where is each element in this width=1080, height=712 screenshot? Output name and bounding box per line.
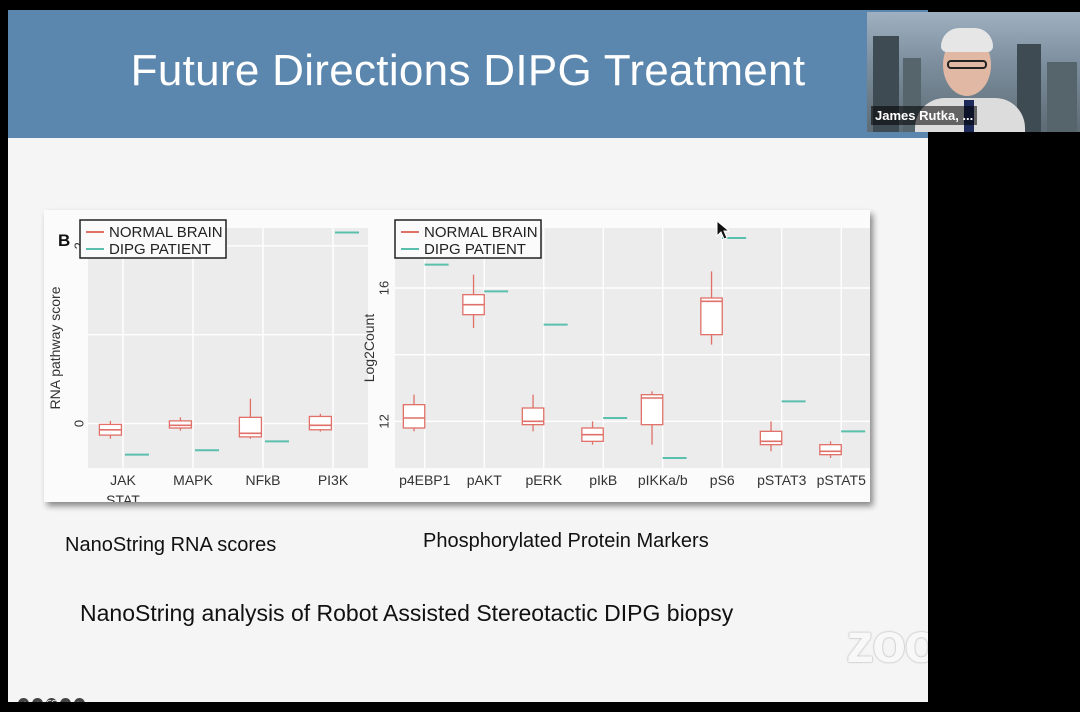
- legend-box: [79, 219, 227, 259]
- participant-hair: [941, 28, 993, 52]
- x-tick-label: JAK: [110, 472, 136, 488]
- more-icon[interactable]: ⋯: [60, 698, 71, 702]
- y-axis-label: Log2Count: [361, 314, 377, 383]
- box-normal-brain: [238, 416, 263, 438]
- x-tick-label: STAT: [106, 492, 140, 502]
- box-normal-brain: [168, 420, 193, 429]
- x-tick-label: pSTAT3: [757, 472, 806, 488]
- x-tick-label: PI3K: [318, 472, 349, 488]
- x-tick-label: pIkB: [589, 472, 617, 488]
- caption-protein-markers: Phosphorylated Protein Markers: [423, 530, 709, 552]
- participant-glasses: [947, 60, 987, 69]
- x-tick-label: pERK: [525, 472, 562, 488]
- legend-label: NORMAL BRAIN: [109, 224, 223, 241]
- box-normal-brain: [308, 415, 333, 431]
- legend-label: NORMAL BRAIN: [424, 224, 538, 241]
- y-tick-label: 16: [376, 281, 391, 295]
- plot-panel-background: [88, 228, 368, 468]
- y-axis-label: RNA pathway score: [47, 286, 63, 409]
- x-tick-label: pS6: [710, 472, 735, 488]
- box-normal-brain: [402, 404, 426, 429]
- presentation-slide: Future Directions DIPG Treatment 0 2 RNA p…: [8, 10, 928, 702]
- back-icon[interactable]: ◂: [18, 698, 29, 702]
- forward-icon[interactable]: ▸: [74, 698, 85, 702]
- x-tick-label: pAKT: [467, 472, 502, 488]
- pointer-icon[interactable]: ▴: [32, 698, 43, 702]
- slide-title: Future Directions DIPG Treatment: [130, 46, 806, 95]
- captions-icon[interactable]: CC: [46, 698, 57, 702]
- caption-rna-scores: NanoString RNA scores: [65, 534, 277, 556]
- caption-analysis: NanoString analysis of Robot Assisted St…: [80, 600, 734, 626]
- legend-label: DIPG PATIENT: [424, 241, 526, 258]
- x-tick-label: NFkB: [246, 472, 281, 488]
- box-normal-brain: [819, 444, 842, 456]
- box-normal-brain: [700, 297, 723, 336]
- box-plot-figure: 0 2 RNA pathway score JAK STAT MAPK NFkB PI3K NO…: [47, 219, 870, 502]
- x-tick-label: pSTAT5: [817, 472, 866, 488]
- zoom-watermark: zoom: [846, 611, 928, 674]
- y-tick-label: 2: [71, 242, 86, 249]
- box-normal-brain: [759, 430, 783, 446]
- y-tick-label: 12: [376, 414, 391, 428]
- mouse-cursor-icon: [716, 220, 730, 240]
- slide-controls: ◂ ▴ CC ⋯ ▸: [18, 698, 85, 702]
- box-normal-brain: [521, 407, 545, 426]
- legend-box: [394, 219, 542, 259]
- box-normal-brain: [640, 394, 664, 426]
- webcam-video-tile[interactable]: James Rutka, ...: [867, 12, 1080, 132]
- figure-panel: 0 2 RNA pathway score JAK STAT MAPK NFkB PI3K NO…: [44, 210, 870, 502]
- x-tick-label: MAPK: [173, 472, 213, 488]
- legend-label: DIPG PATIENT: [109, 241, 211, 258]
- participant-name-label: James Rutka, ...: [871, 106, 978, 125]
- title-banner: Future Directions DIPG Treatment: [8, 10, 928, 138]
- plot-panel-background: [395, 228, 870, 468]
- y-tick-label: 0: [71, 420, 86, 427]
- panel-label: B: [58, 231, 70, 250]
- x-tick-label: pIKKa/b: [638, 472, 688, 488]
- x-tick-label: p4EBP1: [399, 472, 451, 488]
- background-building: [1047, 62, 1077, 132]
